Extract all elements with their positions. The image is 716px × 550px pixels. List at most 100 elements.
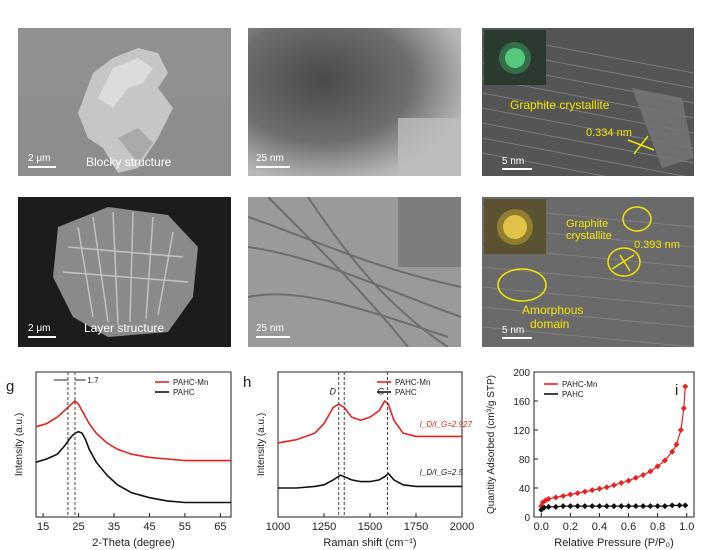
x-tick-label: 65 [214,521,226,533]
sem-image-a: a 2 μm Blocky structure [18,28,231,176]
data-point-PAHC [618,503,625,510]
x-axis-label: Relative Pressure (P/P₀) [554,537,674,549]
legend-label-PAHC-Mn: PAHC-Mn [395,378,430,387]
peak-label-d: D [329,387,336,397]
plot-frame [277,371,463,518]
x-tick-label: 1000 [266,521,290,533]
y-axis-label: Intensity (a.u.) [256,413,267,476]
data-point-PAHC [541,504,548,511]
legend-label-PAHC: PAHC [395,388,417,397]
ratio-label-mn: I_D/I_G=2.927 [420,420,473,429]
y-axis-label: Quantity Adsorbed (cm³/g STP) [486,375,497,514]
hrtem-texture-f [482,197,694,347]
data-point-PAHC-Mn [661,457,668,464]
data-point-PAHC [676,502,683,509]
x-tick-label: 0.2 [563,521,578,533]
data-point-PAHC-Mn [567,491,574,498]
tem-image-e: e 25 nm [248,197,461,347]
data-point-PAHC [596,503,603,510]
data-point-PAHC-Mn [560,492,567,499]
x-tick-label: 15 [37,521,49,533]
shift-annotation: 1.7 [87,376,99,385]
caption-f-2: crystallite [566,230,612,242]
series-line-PAHC-Mn [277,399,462,444]
tem-texture-b [248,28,461,176]
scale-text-a: 2 μm [28,153,51,164]
y-tick-label: 200 [513,368,530,379]
amorph-f-2: domain [530,317,570,331]
data-point-PAHC [545,503,552,510]
tem-texture-e [248,197,461,347]
scale-bar-b [256,166,290,168]
scale-bar-c [502,168,532,170]
scale-text-f: 5 nm [502,325,525,336]
legend-label-PAHC-Mn: PAHC-Mn [562,380,597,389]
data-point-PAHC [661,503,668,510]
y-tick-label: 40 [519,484,531,495]
amorph-f-1: Amorphous [522,303,584,317]
data-point-PAHC [560,503,567,510]
y-tick-label: 0 [524,513,530,524]
data-point-PAHC-Mn [618,479,625,486]
x-tick-label: 1250 [312,521,336,533]
sem-image-d: d 2 μm Layer structure [18,197,231,347]
scale-bar-e [256,336,290,338]
data-point-PAHC-Mn [581,488,588,495]
data-point-PAHC [567,503,574,510]
data-point-PAHC [669,502,676,509]
x-tick-label: 55 [179,521,191,533]
data-point-PAHC-Mn [552,494,559,501]
data-point-PAHC-Mn [574,490,581,497]
scale-bar-d [28,336,56,338]
plot-frame [35,371,232,518]
data-point-PAHC-Mn [596,485,603,492]
x-axis-label: Raman shift (cm⁻¹) [323,537,416,549]
x-tick-label: 35 [108,521,120,533]
data-point-PAHC [589,503,596,510]
data-point-PAHC [632,503,639,510]
data-point-PAHC [581,503,588,510]
scale-bar-a [28,166,56,168]
peak-label-g: G [377,387,384,397]
x-tick-label: 0.8 [650,521,665,533]
x-tick-label: 0.6 [621,521,636,533]
y-tick-label: 160 [513,397,530,408]
x-tick-label: 1500 [358,521,382,533]
scale-text-e: 25 nm [256,323,284,334]
data-point-PAHC-Mn [647,468,654,475]
data-point-PAHC [654,503,661,510]
spacing-c: 0.334 nm [586,127,632,139]
ratio-label: I_D/I_G=2.5 [420,468,464,477]
data-point-PAHC-Mn [654,463,661,470]
data-point-PAHC-Mn [539,499,546,506]
data-point-PAHC [552,503,559,510]
data-point-PAHC [603,503,610,510]
sem-blocky-particle [18,28,231,176]
data-point-PAHC-Mn [611,482,617,489]
data-point-PAHC [574,503,581,510]
data-point-PAHC-Mn [669,448,676,455]
scale-bar-f [502,337,532,339]
hrtem-image-c: c Graphite crystallite 0.334 nm 5 nm [482,28,694,176]
series-line-PAHC-Mn [35,399,231,462]
raman-chart: 1000 1250 1500 1750 2000 Raman shift (cm⁻¹) In… [256,371,474,549]
series-line-PAHC [35,430,231,504]
bet-chart: 0.0 0.2 0.4 0.6 0.8 1.0 0 40 80 120 160 200 Relative… [486,368,695,549]
spacing-f: 0.393 nm [634,239,680,251]
x-tick-label: 25 [72,521,84,533]
data-point-PAHC [640,503,647,510]
data-point-PAHC-Mn [673,441,680,448]
x-axis-label: 2-Theta (degree) [92,537,175,549]
series-line-PAHC [278,472,462,489]
data-point-PAHC [647,503,654,510]
legend-label-PAHC-Mn: PAHC-Mn [173,378,208,387]
scale-text-d: 2 μm [28,323,51,334]
data-point-PAHC-Mn [589,487,596,494]
y-tick-label: 120 [513,426,530,437]
panel-letter-h: h [243,374,252,391]
hrtem-image-f: f Graphite crystallite 0.393 nm Amorphou… [482,197,694,347]
scale-text-b: 25 nm [256,153,284,164]
x-tick-label: 45 [143,521,155,533]
hrtem-texture-c [482,28,694,176]
tem-image-b: b 25 nm [248,28,461,176]
